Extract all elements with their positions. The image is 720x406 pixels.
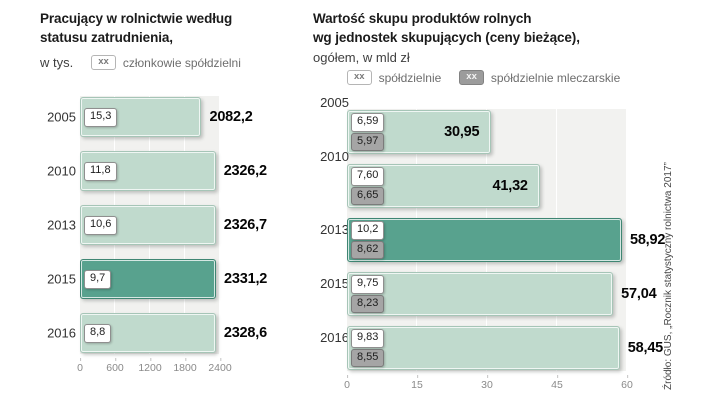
left-chart-title: Pracujący w rolnictwie według statusu za… <box>40 10 300 48</box>
bar-row-2013-highlighted: 2013 10,2 8,62 58,92 <box>320 218 665 263</box>
bar-inner-labels: 7,60 6,65 <box>351 166 385 206</box>
coops-value: 6,59 <box>351 112 385 132</box>
dairy-coops-value: 8,62 <box>351 240 385 260</box>
dairy-coops-value: 8,23 <box>351 294 385 314</box>
right-title-line1: Wartość skupu produktów rolnych <box>313 11 532 26</box>
coops-value: 10,2 <box>351 220 385 240</box>
axis-tick: 600 <box>106 358 124 375</box>
right-chart-unit: ogółem, w mld zł <box>313 49 410 65</box>
total-value: 2082,2 <box>209 109 253 126</box>
total-value: 2326,2 <box>223 163 267 180</box>
left-title-line2: statusu zatrudnienia, <box>40 29 173 45</box>
bar-inner-labels: 10,2 8,62 <box>351 220 385 260</box>
axis-tick: 1200 <box>138 358 162 375</box>
right-title-line2: wg jednostek skupujących (ceny bieżące), <box>313 29 580 45</box>
coop-members-value: 8,8 <box>84 323 112 343</box>
bar-total-purchase: 7,60 6,65 41,32 <box>347 164 540 209</box>
bar-total-purchase-highlighted: 10,2 8,62 <box>347 218 622 263</box>
left-plot-area: 2005 15,3 2082,2 2010 11,8 2326,2 2013 <box>47 96 267 355</box>
left-bar-rows: 2005 15,3 2082,2 2010 11,8 2326,2 2013 <box>47 96 267 354</box>
legend-chip-gray-icon: xx <box>459 69 484 86</box>
bar-total-employed: 15,3 <box>80 97 202 138</box>
left-title-line1: Pracujący w rolnictwie według <box>40 11 233 26</box>
bar-inner-labels: 9,83 8,55 <box>351 328 385 368</box>
year-label: 2013 <box>320 222 349 238</box>
bar-total-purchase: 9,75 8,23 <box>347 272 614 317</box>
total-value: 57,04 <box>621 286 657 303</box>
bar-inner-labels: 6,59 5,97 <box>351 112 385 152</box>
axis-tick: 15 <box>411 375 423 392</box>
bar-row-2005: 2005 6,59 5,97 30,95 <box>320 95 627 155</box>
dairy-coops-value: 6,65 <box>351 186 385 206</box>
bar-row-2010: 2010 7,60 6,65 41,32 <box>320 149 627 209</box>
legend-chip-white-icon: xx <box>91 54 116 71</box>
year-label: 2016 <box>47 325 76 341</box>
bar-row-2013: 2013 10,6 2326,7 <box>47 205 267 246</box>
coop-members-value: 15,3 <box>84 107 118 127</box>
legend-chip-white-icon: xx <box>347 69 372 86</box>
legend-label-dairy-coops: spółdzielnie mleczarskie <box>490 70 621 85</box>
dairy-coops-value: 8,55 <box>351 348 385 368</box>
bar-total-purchase: 6,59 5,97 30,95 <box>347 110 492 155</box>
left-legend-label: członkowie spółdzielni <box>122 55 241 70</box>
bar-row-2015: 2015 9,75 8,23 57,04 <box>320 272 657 317</box>
right-bar-rows: 2005 6,59 5,97 30,95 2010 7,60 <box>320 95 665 371</box>
year-label: 2015 <box>320 276 349 292</box>
bar-inner-labels: 9,75 8,23 <box>351 274 385 314</box>
right-x-axis: 0 15 30 45 60 <box>344 375 633 393</box>
axis-tick: 45 <box>551 375 563 392</box>
bar-row-2016: 2016 8,8 2328,6 <box>47 313 267 354</box>
right-plot-area: 2005 6,59 5,97 30,95 2010 7,60 <box>320 95 665 372</box>
bar-row-2005: 2005 15,3 2082,2 <box>47 97 253 138</box>
total-value: 58,92 <box>629 232 666 249</box>
axis-tick: 0 <box>77 358 83 375</box>
left-x-axis: 0 600 1200 1800 2400 <box>77 358 232 376</box>
bar-total-employed: 11,8 <box>80 151 216 192</box>
bar-total-employed-highlighted: 9,7 <box>80 259 216 300</box>
axis-tick: 2400 <box>208 358 232 375</box>
coops-value: 9,83 <box>351 328 385 348</box>
coop-members-value: 11,8 <box>84 161 117 181</box>
total-value: 2326,7 <box>223 217 267 234</box>
dairy-coops-value: 5,97 <box>351 132 385 152</box>
right-chart-title: Wartość skupu produktów rolnych wg jedno… <box>313 10 678 48</box>
chart-employment-in-agriculture: Pracujący w rolnictwie według statusu za… <box>40 10 300 376</box>
coop-members-value: 10,6 <box>84 215 118 235</box>
year-label: 2005 <box>320 95 349 111</box>
bar-row-2015-highlighted: 2015 9,7 2331,2 <box>47 259 267 300</box>
left-subtitle-row: w tys. xx członkowie spółdzielni <box>40 54 300 71</box>
bar-total-employed: 10,6 <box>80 205 216 246</box>
source-attribution: Źródło: GUS, „Rocznik statystyczny rolni… <box>663 162 674 390</box>
left-legend: xx członkowie spółdzielni <box>91 54 259 71</box>
total-value: 2331,2 <box>223 271 268 288</box>
total-value: 58,45 <box>627 340 664 357</box>
bar-total-purchase: 9,83 8,55 <box>347 326 620 371</box>
bar-total-employed: 8,8 <box>80 313 216 354</box>
right-legend-row: xx spółdzielnie xx spółdzielnie mleczars… <box>347 69 678 86</box>
year-label: 2010 <box>320 149 349 165</box>
year-label: 2005 <box>47 109 76 125</box>
axis-tick: 30 <box>481 375 493 392</box>
coop-members-value: 9,7 <box>84 269 112 289</box>
axis-tick: 60 <box>621 375 633 392</box>
total-value: 2328,6 <box>223 325 267 342</box>
total-value: 30,95 <box>444 124 480 141</box>
bar-row-2010: 2010 11,8 2326,2 <box>47 151 267 192</box>
total-value: 41,32 <box>492 178 528 195</box>
year-label: 2010 <box>47 163 76 179</box>
axis-tick: 0 <box>344 375 350 392</box>
year-label: 2016 <box>320 330 349 346</box>
axis-tick: 1800 <box>173 358 197 375</box>
chart-agricultural-purchase-value: Wartość skupu produktów rolnych wg jedno… <box>313 10 678 393</box>
left-chart-unit: w tys. <box>40 55 74 70</box>
year-label: 2013 <box>47 217 76 233</box>
coops-value: 9,75 <box>351 274 385 294</box>
bar-row-2016: 2016 9,83 8,55 58,45 <box>320 326 663 371</box>
year-label: 2015 <box>47 271 76 287</box>
legend-label-coops: spółdzielnie <box>378 70 442 85</box>
right-legend: xx spółdzielnie xx spółdzielnie mleczars… <box>347 69 638 86</box>
coops-value: 7,60 <box>351 166 385 186</box>
